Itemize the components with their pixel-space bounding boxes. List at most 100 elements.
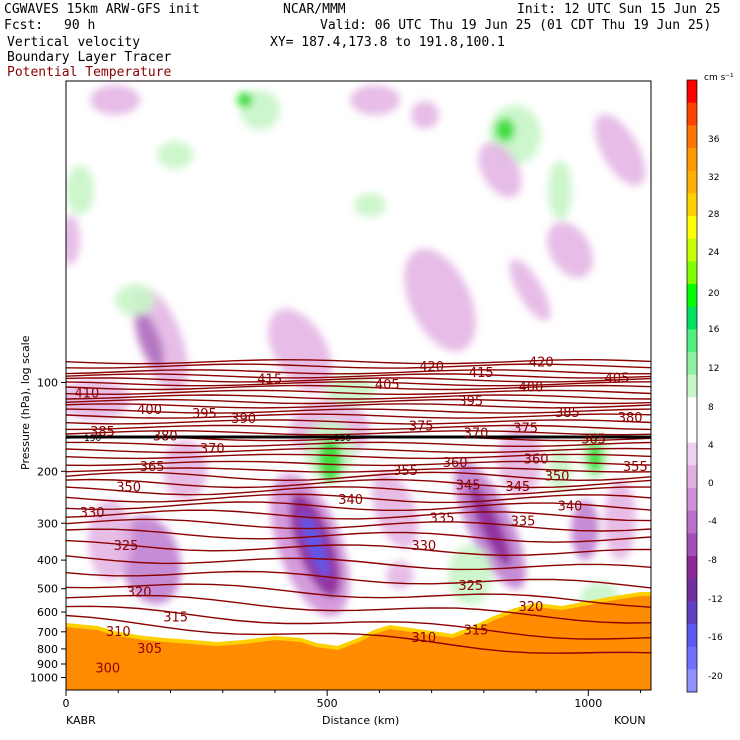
theta-contour-11 xyxy=(66,408,651,414)
colorbar-tick-4: 20 xyxy=(708,289,720,299)
theta-label-10: 395 xyxy=(458,394,483,409)
colorbar-tick-3: 24 xyxy=(708,248,720,258)
velocity-cell-35 xyxy=(411,101,439,129)
colorbar-swatch-2 xyxy=(687,125,697,149)
theta-label-8: 420 xyxy=(529,356,554,371)
theta-label-21: 360 xyxy=(524,453,549,468)
theta-label-19: 365 xyxy=(581,433,606,448)
colorbar-swatch-17 xyxy=(687,465,697,489)
velocity-cell-1 xyxy=(136,311,164,369)
theta-contour-13 xyxy=(66,419,651,425)
colorbar-swatch-20 xyxy=(687,533,697,557)
theta-label-32: 335 xyxy=(430,512,455,527)
colorbar-unit: cm s⁻¹ xyxy=(704,73,734,83)
theta-label-0: 410 xyxy=(74,386,99,401)
right-station: KOUN xyxy=(614,714,646,727)
y-tick-label-2: 300 xyxy=(37,517,58,530)
theta-label-2: 395 xyxy=(192,407,217,422)
theta-label-34: 330 xyxy=(80,506,105,521)
theta-contour-18 xyxy=(66,447,651,454)
theta-label-9: 400 xyxy=(518,380,543,395)
colorbar-swatch-18 xyxy=(687,488,697,512)
colorbar-swatch-3 xyxy=(687,148,697,172)
colorbar-swatch-0 xyxy=(687,80,697,104)
center-label: NCAR/MMM xyxy=(283,2,346,17)
x-tick-label-0: 0 xyxy=(63,697,70,710)
theta-label-39: 320 xyxy=(518,600,543,615)
colorbar-swatch-11 xyxy=(687,329,697,353)
colorbar-tick-6: 12 xyxy=(708,364,719,374)
colorbar-swatch-26 xyxy=(687,669,697,693)
theta-label-23: 365 xyxy=(140,460,165,475)
theta-contour-6 xyxy=(66,384,651,391)
theta-label-30: 340 xyxy=(338,493,363,508)
velocity-cell-38 xyxy=(547,222,593,278)
colorbar-tick-1: 32 xyxy=(708,173,719,183)
velocity-cell-36 xyxy=(478,142,522,198)
theta-contour-5 xyxy=(66,381,651,387)
theta-label-38: 320 xyxy=(127,586,152,601)
theta-contour-30 xyxy=(66,539,651,557)
theta-label-6: 420 xyxy=(419,360,444,375)
theta-label-27: 345 xyxy=(456,479,481,494)
theta-label-26: 350 xyxy=(545,470,570,485)
init-time: Init: 12 UTC Sun 15 Jun 25 xyxy=(517,2,721,17)
colorbar-swatch-19 xyxy=(687,510,697,534)
field-vertical-velocity: Vertical velocity xyxy=(7,35,141,50)
theta-label-18: 380 xyxy=(153,429,178,444)
theta-label-3: 390 xyxy=(231,412,256,427)
theta-contour-28 xyxy=(66,518,651,532)
theta-contour-23 xyxy=(66,478,651,489)
velocity-cell-29 xyxy=(495,118,515,142)
potential-temperature-contours xyxy=(66,358,651,654)
theta-label-14: 375 xyxy=(409,420,434,435)
colorbar: 36 32 28 24 20 16 12 8 4 0 -4 -8 -12 -16 -20 xyxy=(686,79,723,693)
colorbar-tick-5: 16 xyxy=(708,325,720,335)
colorbar-tick-13: -16 xyxy=(708,633,723,643)
left-station: KABR xyxy=(66,714,96,727)
colorbar-tick-11: -8 xyxy=(708,556,717,566)
velocity-cell-11 xyxy=(118,515,182,605)
colorbar-tick-14: -20 xyxy=(708,672,723,682)
theta-contour-27 xyxy=(66,509,651,522)
colorbar-swatch-14 xyxy=(687,397,697,421)
theta-contour-32 xyxy=(66,570,651,589)
velocity-cell-40 xyxy=(66,215,80,265)
velocity-cell-3 xyxy=(404,248,476,352)
colorbar-swatch-13 xyxy=(687,374,697,398)
colorbar-swatch-16 xyxy=(687,442,697,466)
theta-label-43: 310 xyxy=(411,631,436,646)
velocity-cell-20 xyxy=(318,438,342,482)
bold-level-label-mid: 150 xyxy=(334,434,351,444)
theta-label-33: 335 xyxy=(511,515,536,530)
theta-label-20: 370 xyxy=(200,442,225,457)
velocity-cell-6 xyxy=(163,440,207,500)
theta-contour-3 xyxy=(66,373,651,379)
theta-contour-12 xyxy=(66,413,651,419)
theta-label-29: 350 xyxy=(116,480,141,495)
theta-label-13: 380 xyxy=(618,411,643,426)
velocity-cell-14 xyxy=(468,483,512,567)
x-tick-label-1: 500 xyxy=(317,697,338,710)
y-tick-label-7: 800 xyxy=(37,643,58,656)
theta-contour-35 xyxy=(66,605,651,640)
colorbar-swatch-21 xyxy=(687,556,697,580)
theta-contour-20 xyxy=(66,460,651,467)
x-tick-label-2: 1000 xyxy=(574,697,602,710)
theta-label-45: 300 xyxy=(95,662,120,677)
colorbar-tick-7: 8 xyxy=(708,403,714,413)
colorbar-swatch-5 xyxy=(687,193,697,217)
valid-time: Valid: 06 UTC Thu 19 Jun 25 (01 CDT Thu … xyxy=(320,18,712,33)
theta-contour-7 xyxy=(66,389,651,396)
theta-label-40: 315 xyxy=(163,611,188,626)
colorbar-swatch-23 xyxy=(687,601,697,625)
theta-contour-26 xyxy=(66,501,651,511)
theta-label-15: 370 xyxy=(464,427,489,442)
theta-label-22: 360 xyxy=(443,456,468,471)
colorbar-tick-2: 28 xyxy=(708,210,720,220)
theta-contour-29 xyxy=(66,528,651,543)
theta-contour-1 xyxy=(66,363,651,369)
theta-contour-25 xyxy=(66,493,651,504)
theta-label-7: 415 xyxy=(469,366,494,381)
